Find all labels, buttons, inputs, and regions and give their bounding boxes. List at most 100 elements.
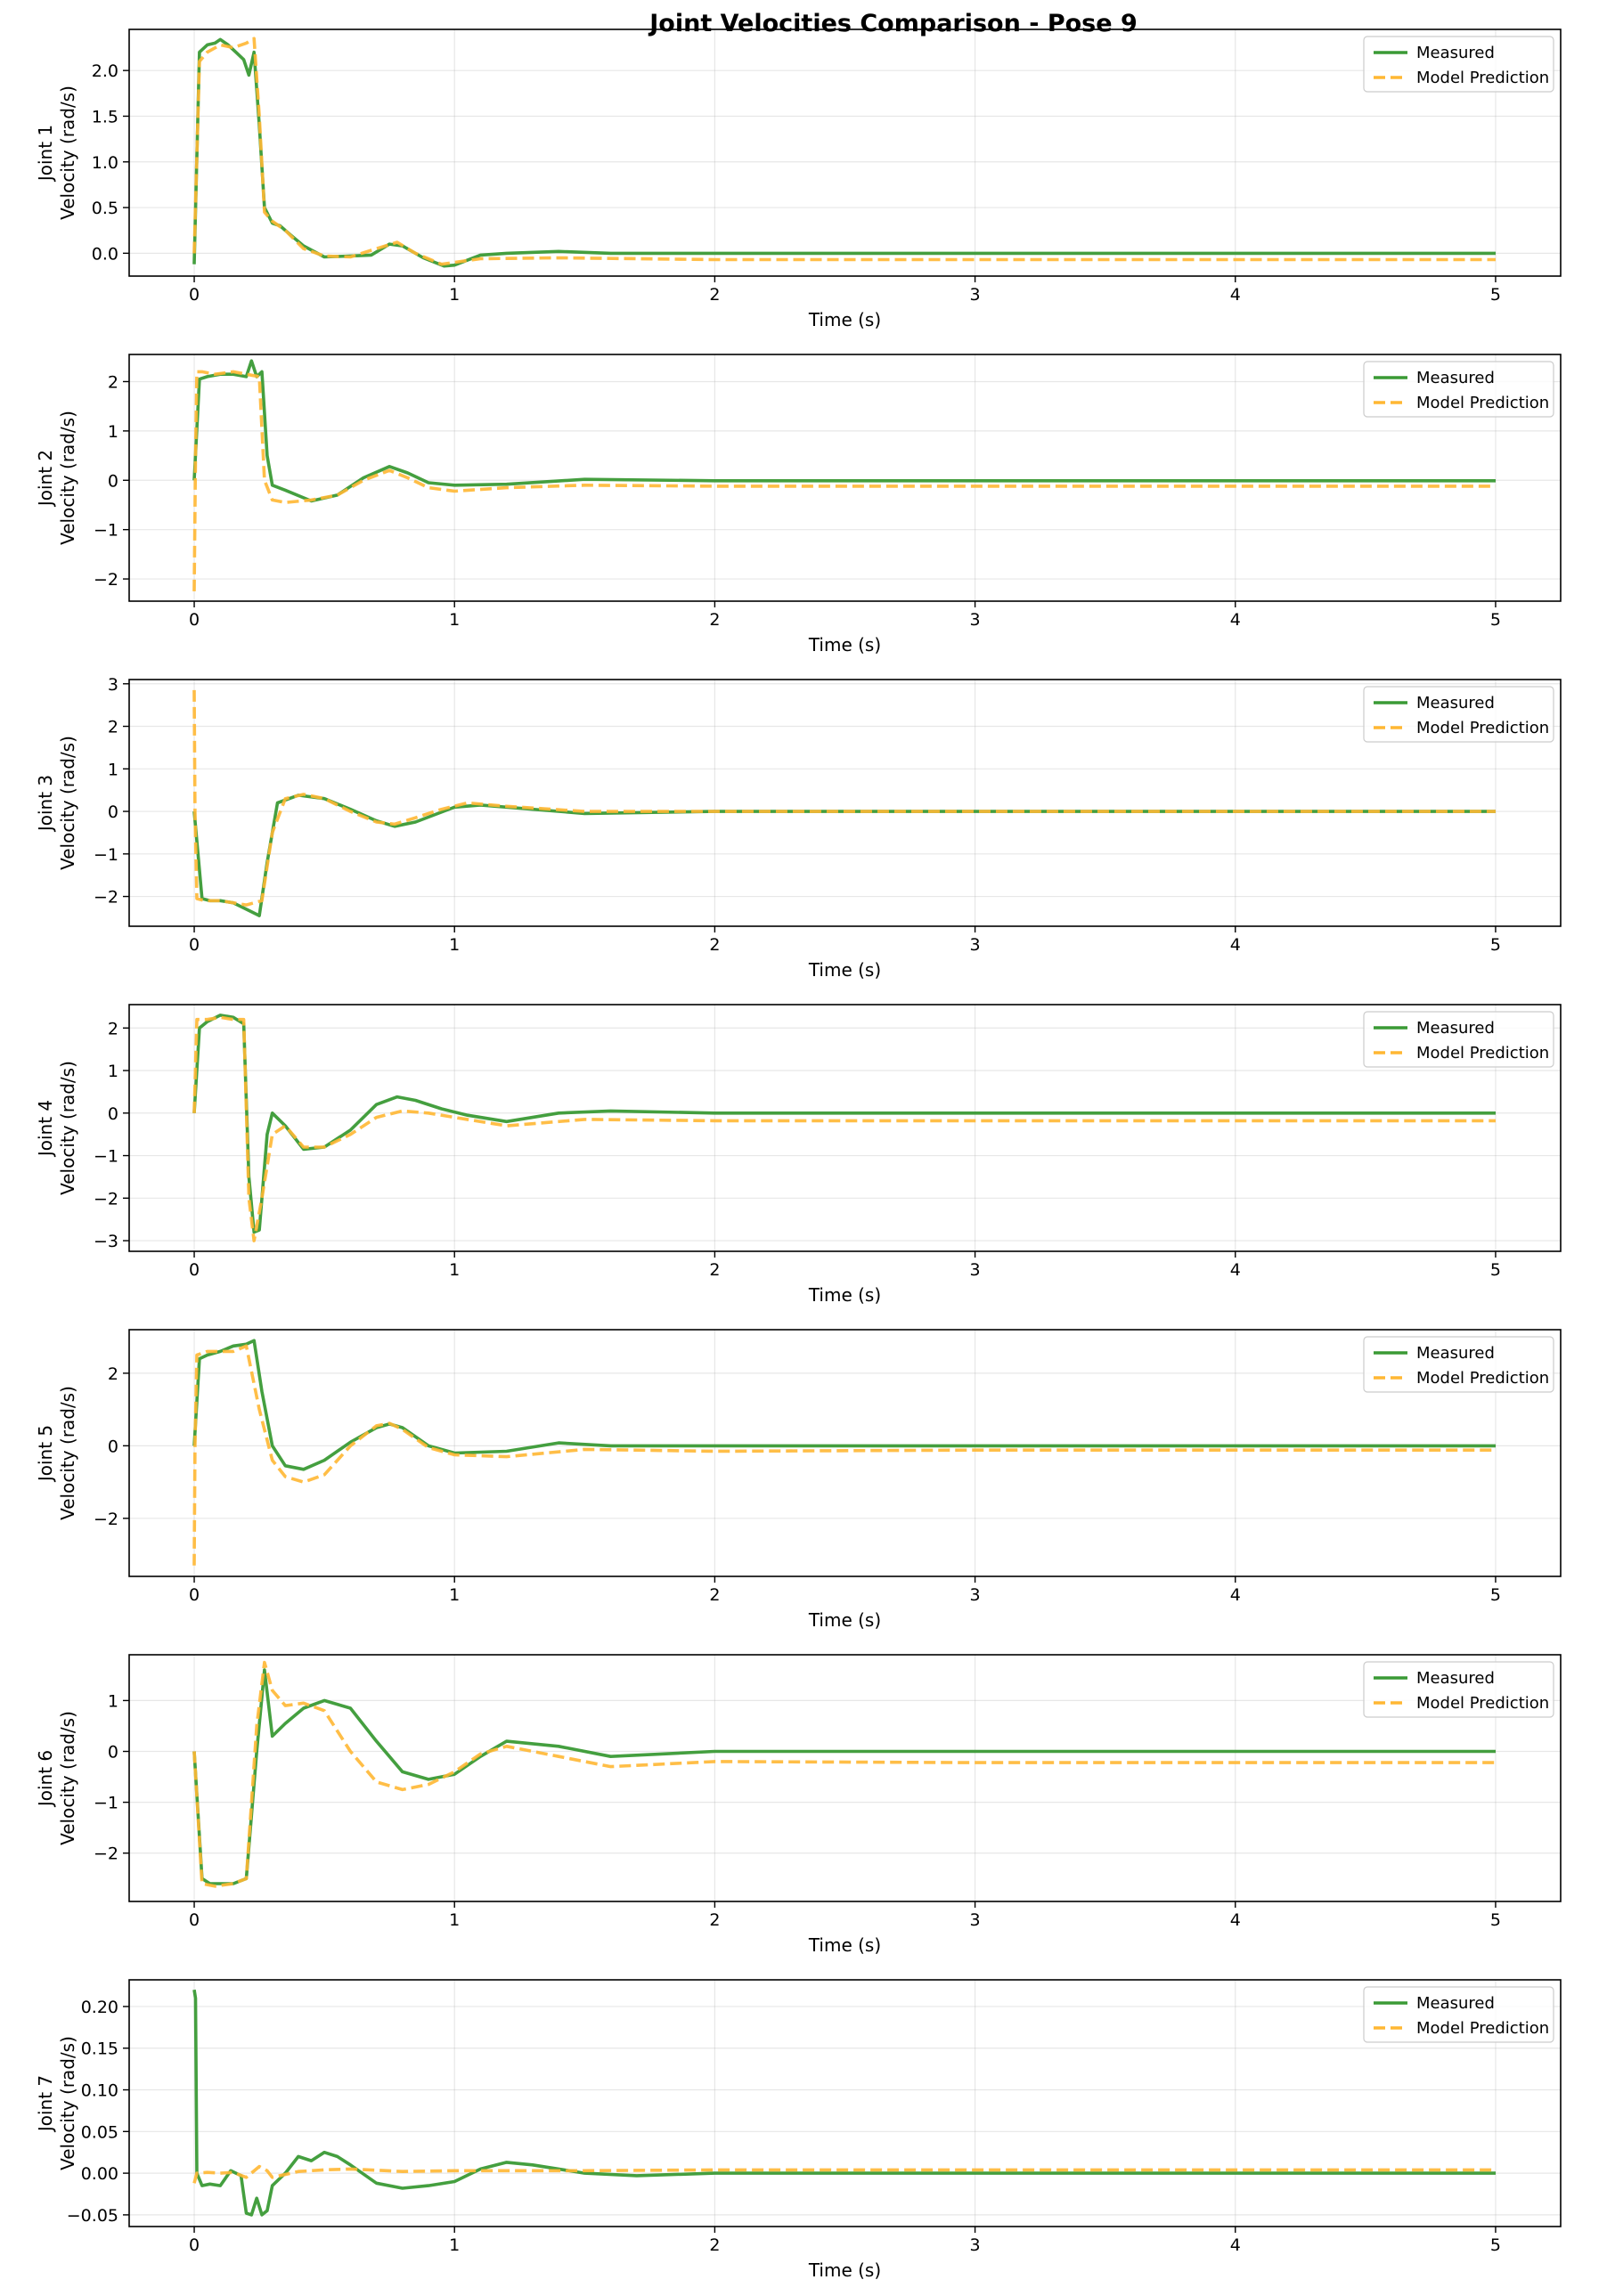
- legend-label: Model Prediction: [1416, 2019, 1549, 2038]
- x-tick-label: 4: [1230, 285, 1241, 305]
- y-axis-label-line1: Joint 3: [35, 775, 56, 833]
- y-tick: 0.20: [81, 1998, 129, 2017]
- axes-frame: [128, 1979, 1562, 2227]
- y-tick-label: 0.00: [81, 2164, 118, 2184]
- legend-label: Model Prediction: [1416, 1694, 1549, 1713]
- y-tick-label: 0.5: [92, 199, 118, 218]
- y-axis-label-line2: Velocity (rad/s): [57, 736, 78, 870]
- y-tick: 3: [108, 675, 129, 695]
- y-tick: 0.10: [81, 2081, 129, 2101]
- y-axis-label-line1: Joint 7: [35, 2075, 56, 2133]
- y-tick: 1.5: [92, 107, 129, 126]
- x-tick: 5: [1490, 2227, 1501, 2255]
- y-tick-label: −2: [94, 570, 118, 590]
- y-tick-label: 0.15: [81, 2040, 118, 2059]
- y-axis-label-line1: Joint 5: [35, 1425, 56, 1483]
- x-tick: 5: [1490, 1251, 1501, 1280]
- y-tick-label: 1.5: [92, 107, 118, 126]
- legend-label: Measured: [1416, 694, 1495, 712]
- x-tick: 1: [449, 1576, 460, 1605]
- legend: Measured Model Prediction: [1363, 1011, 1554, 1068]
- x-tick-label: 4: [1230, 1585, 1241, 1605]
- legend-label: Model Prediction: [1416, 1369, 1549, 1388]
- legend-label: Measured: [1416, 1669, 1495, 1688]
- x-tick-label: 0: [189, 2235, 200, 2255]
- y-tick-label: −2: [94, 1189, 118, 1209]
- y-axis-label-line2: Velocity (rad/s): [57, 2036, 78, 2170]
- legend-label: Model Prediction: [1416, 69, 1549, 87]
- y-tick: −1: [94, 1794, 129, 1813]
- legend-frame: [1363, 1336, 1554, 1393]
- y-tick-label: 0.05: [81, 2122, 118, 2142]
- y-tick: 0.00: [81, 2164, 129, 2184]
- x-tick: 5: [1490, 1901, 1501, 1930]
- legend-label: Measured: [1416, 1344, 1495, 1363]
- y-tick-label: 0: [108, 1743, 118, 1763]
- y-axis-label-line1: Joint 4: [35, 1100, 56, 1158]
- y-tick: 1: [108, 760, 129, 779]
- y-tick-label: −1: [94, 1147, 118, 1167]
- y-tick: −0.05: [67, 2206, 129, 2226]
- x-tick: 3: [970, 1576, 981, 1605]
- legend-frame: [1363, 1661, 1554, 1718]
- y-tick: −2: [94, 570, 129, 590]
- y-tick: 2.0: [92, 61, 129, 81]
- x-tick-label: 2: [709, 1260, 720, 1280]
- y-tick: 2: [108, 718, 129, 737]
- legend-frame: [1363, 361, 1554, 418]
- x-tick: 2: [709, 2227, 720, 2255]
- y-tick-label: 2.0: [92, 61, 118, 81]
- y-tick-label: 0: [108, 802, 118, 822]
- axes-frame: [128, 1329, 1562, 1577]
- x-tick-label: 5: [1490, 1910, 1501, 1930]
- axes-frame: [128, 1654, 1562, 1902]
- y-tick: 1: [108, 1691, 129, 1711]
- x-tick-label: 3: [970, 285, 981, 305]
- x-tick-label: 1: [449, 610, 460, 630]
- y-tick-label: −0.05: [67, 2206, 118, 2226]
- y-tick-label: 1.0: [92, 153, 118, 173]
- subplot-joint-1: 0 1 2 3 4 5 0.0 0.5 1.0 1.5 2.0 Time (s) Joint 1 Velo…: [35, 28, 1562, 330]
- x-tick: 2: [709, 276, 720, 305]
- x-tick: 0: [189, 601, 200, 630]
- y-tick-label: 2: [108, 1019, 118, 1038]
- y-tick: 0.15: [81, 2040, 129, 2059]
- x-tick-label: 2: [709, 935, 720, 955]
- y-axis-label-line1: Joint 6: [35, 1750, 56, 1808]
- x-axis-label: Time (s): [808, 959, 881, 981]
- x-tick-label: 5: [1490, 610, 1501, 630]
- y-tick-label: 0: [108, 471, 118, 491]
- y-tick-label: 2: [108, 1364, 118, 1384]
- model-prediction-line: [192, 689, 1496, 907]
- x-tick-label: 3: [970, 610, 981, 630]
- y-tick: −1: [94, 521, 129, 541]
- x-tick: 4: [1230, 1901, 1241, 1930]
- x-tick: 1: [449, 276, 460, 305]
- x-tick-label: 4: [1230, 2235, 1241, 2255]
- x-tick: 4: [1230, 1576, 1241, 1605]
- x-axis-label: Time (s): [808, 1284, 881, 1306]
- x-tick-label: 4: [1230, 1910, 1241, 1930]
- x-tick: 2: [709, 926, 720, 955]
- x-tick-label: 3: [970, 2235, 981, 2255]
- x-tick: 0: [189, 276, 200, 305]
- x-tick-label: 1: [449, 1260, 460, 1280]
- x-tick-label: 5: [1490, 2235, 1501, 2255]
- x-tick-label: 1: [449, 1585, 460, 1605]
- x-tick-label: 1: [449, 1910, 460, 1930]
- y-tick-label: 0: [108, 1104, 118, 1124]
- y-tick-label: 1: [108, 760, 118, 779]
- figure-title: Joint Velocities Comparison - Pose 9: [648, 10, 1138, 37]
- x-tick: 4: [1230, 2227, 1241, 2255]
- y-tick-label: 0.0: [92, 244, 118, 264]
- model-prediction-line: [192, 370, 1496, 591]
- axes-frame: [128, 28, 1562, 277]
- x-tick: 3: [970, 2227, 981, 2255]
- y-tick-label: 2: [108, 718, 118, 737]
- legend-frame: [1363, 36, 1554, 93]
- x-tick: 0: [189, 1901, 200, 1930]
- x-tick: 2: [709, 601, 720, 630]
- y-tick: 0.05: [81, 2122, 129, 2142]
- y-tick: 0: [108, 471, 129, 491]
- y-tick: 0.5: [92, 199, 129, 218]
